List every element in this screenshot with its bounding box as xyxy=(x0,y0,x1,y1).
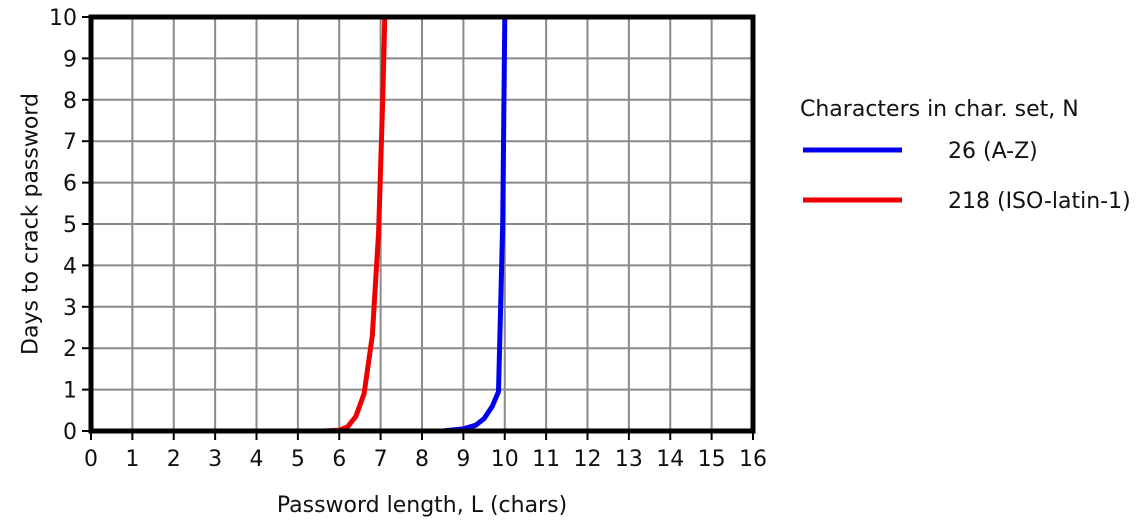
x-tick-label: 10 xyxy=(491,447,519,472)
legend-label-1: 26 (A-Z) xyxy=(948,139,1038,164)
y-tick-label: 5 xyxy=(63,213,77,238)
legend-items: 26 (A-Z) 218 (ISO-latin-1) xyxy=(803,139,1131,214)
x-tick-label: 15 xyxy=(698,447,726,472)
x-tick-label: 3 xyxy=(208,447,222,472)
x-tick-label: 13 xyxy=(615,447,643,472)
y-tick-label: 2 xyxy=(63,337,77,362)
x-tick-label: 8 xyxy=(415,447,429,472)
legend-title: Characters in char. set, N xyxy=(800,97,1079,122)
x-tick-label: 0 xyxy=(84,447,98,472)
x-tick-label: 7 xyxy=(374,447,388,472)
y-tick-label: 8 xyxy=(63,89,77,114)
x-tick-label: 9 xyxy=(456,447,470,472)
y-tick-label: 3 xyxy=(63,296,77,321)
x-tick-label: 11 xyxy=(532,447,560,472)
x-tick-label: 5 xyxy=(291,447,305,472)
y-tick-label: 9 xyxy=(63,47,77,72)
x-tick-label: 16 xyxy=(739,447,767,472)
x-tick-label: 14 xyxy=(656,447,684,472)
y-tick-label: 4 xyxy=(63,254,77,279)
legend: Characters in char. set, N 26 (A-Z) 218 (… xyxy=(800,97,1131,214)
x-tick-label: 6 xyxy=(332,447,346,472)
x-tick-label: 2 xyxy=(167,447,181,472)
y-tick-label: 0 xyxy=(63,420,77,445)
legend-label-2: 218 (ISO-latin-1) xyxy=(948,189,1131,214)
y-tick-label: 1 xyxy=(63,379,77,404)
y-tick-label: 7 xyxy=(63,130,77,155)
x-tick-label: 1 xyxy=(125,447,139,472)
x-tick-label: 4 xyxy=(250,447,264,472)
grid xyxy=(90,16,754,432)
x-tick-label: 12 xyxy=(574,447,602,472)
y-tick-label: 10 xyxy=(49,6,77,31)
y-axis-label: Days to crack password xyxy=(19,93,44,355)
y-tick-label: 6 xyxy=(63,172,77,197)
x-axis-label: Password length, L (chars) xyxy=(277,493,567,518)
